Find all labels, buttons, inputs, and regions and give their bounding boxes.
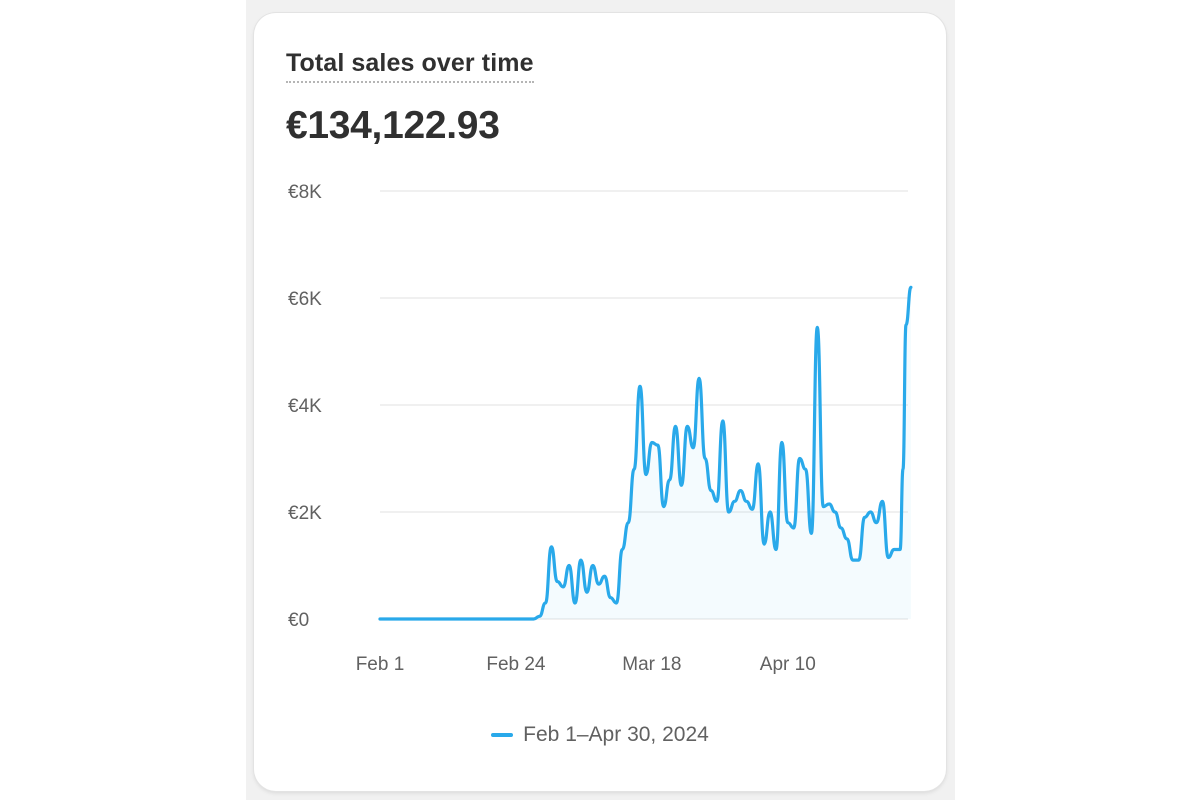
y-tick-label: €8K: [288, 182, 322, 203]
x-tick-label: Feb 24: [486, 654, 546, 675]
y-axis: €0 €2K €4K €6K €8K: [288, 182, 322, 631]
chart-legend[interactable]: Feb 1–Apr 30, 2024: [254, 723, 946, 747]
x-tick-label: Feb 1: [356, 654, 405, 675]
y-tick-label: €4K: [288, 396, 322, 417]
legend-label: Feb 1–Apr 30, 2024: [523, 723, 709, 746]
legend-swatch: [491, 733, 514, 737]
total-sales-value: €134,122.93: [286, 104, 500, 147]
sales-card: Total sales over time €134,122.93 €0 €2K €…: [254, 13, 946, 791]
card-title[interactable]: Total sales over time: [286, 49, 534, 83]
x-axis: Feb 1 Feb 24 Mar 18 Apr 10: [356, 654, 816, 675]
y-tick-label: €0: [288, 610, 309, 631]
series-line-0[interactable]: [378, 285, 913, 621]
y-tick-label: €2K: [288, 503, 322, 524]
y-tick-label: €6K: [288, 289, 322, 310]
x-tick-label: Mar 18: [622, 654, 681, 675]
chart-grid: [380, 190, 908, 620]
x-tick-label: Apr 10: [760, 654, 816, 675]
sales-chart: €0 €2K €4K €6K €8K Feb 1 Feb 24 Mar 18 Apr 10: [288, 182, 913, 675]
series-layer: [378, 285, 913, 621]
